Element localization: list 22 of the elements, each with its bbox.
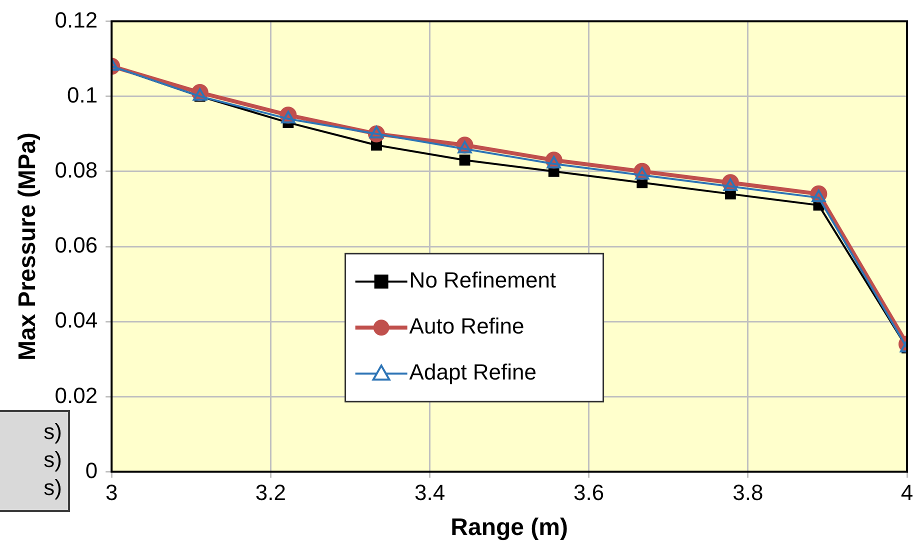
text: s) (42, 418, 62, 446)
x-axis-title: Range (m) (450, 514, 568, 542)
x-tick-label: 3.8 (732, 480, 764, 506)
x-tick-label: 3 (105, 480, 118, 506)
x-tick-label: 3.4 (414, 480, 446, 506)
y-tick-label: 0.02 (54, 382, 98, 408)
y-tick-label: 0 (85, 458, 98, 483)
y-tick-label: 0.08 (54, 157, 98, 182)
text: s) (42, 474, 62, 502)
legend-label: Adapt Refine (409, 360, 537, 385)
y-tick-label: 0.12 (54, 7, 98, 32)
y-tick-label: 0.1 (67, 82, 98, 108)
point (459, 154, 470, 166)
x-tick-label: 3.2 (255, 480, 286, 506)
y-tick-label: 0.06 (54, 232, 98, 258)
text: s) (42, 446, 62, 474)
y-tick-label: 0.04 (54, 308, 98, 333)
legend-label: No Refinement (409, 268, 556, 293)
y-axis-title: Max Pressure (MPa) (14, 132, 42, 361)
x-tick-label: 3.6 (574, 480, 604, 506)
legend-label: Auto Refine (409, 314, 524, 339)
x-tick-label: 4 (900, 480, 914, 506)
